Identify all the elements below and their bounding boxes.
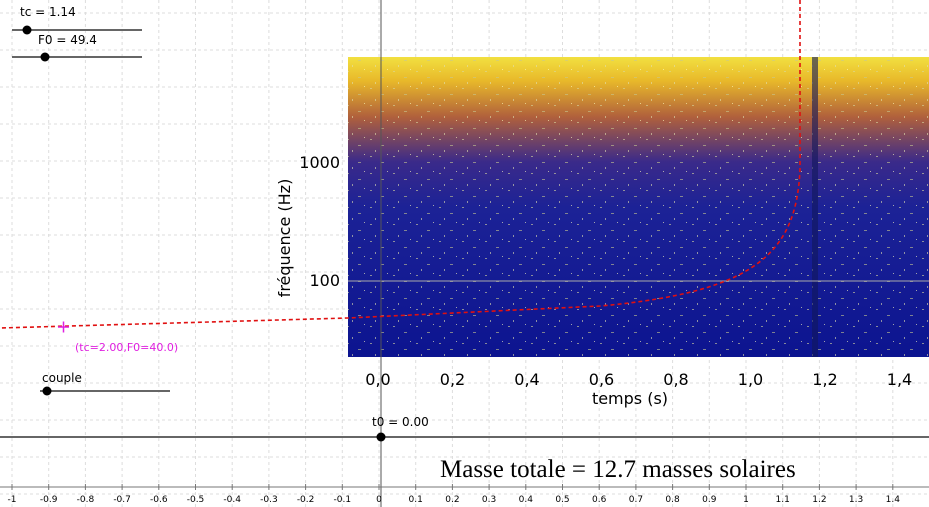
spec-x-tick: 0,4 xyxy=(514,370,539,389)
caption: Masse totale = 12.7 masses solaires xyxy=(440,456,796,483)
x-tick-label: 0.2 xyxy=(445,495,459,505)
spec-x-tick: 0,8 xyxy=(663,370,688,389)
spec-y-label: fréquence (Hz) xyxy=(275,179,294,298)
spec-x-tick: 0,2 xyxy=(440,370,465,389)
point-marker[interactable] xyxy=(58,321,69,333)
x-tick-label: 0.8 xyxy=(665,495,680,505)
spec-x-ticks: 0,0 0,2 0,4 0,6 0,8 1,0 1,2 1,4 xyxy=(365,370,912,389)
x-tick-label: -0.6 xyxy=(150,495,168,505)
x-tick-label: -0.7 xyxy=(113,495,131,505)
x-tick-label: 0.5 xyxy=(555,495,569,505)
x-tick-label: -0.2 xyxy=(297,495,315,505)
slider-handle[interactable] xyxy=(40,52,50,62)
slider-handle[interactable] xyxy=(376,432,386,442)
x-tick-label: -0.8 xyxy=(77,495,95,505)
x-tick-label: 1.2 xyxy=(812,495,826,505)
spec-x-tick: 1,4 xyxy=(887,370,912,389)
x-tick-label: -0.3 xyxy=(260,495,278,505)
spec-x-tick: 1,2 xyxy=(812,370,837,389)
spec-x-tick: 0,0 xyxy=(365,370,390,389)
x-tick-label: 0.7 xyxy=(629,495,643,505)
x-tick-label: 1 xyxy=(743,495,749,505)
x-tick-label: 0.9 xyxy=(702,495,717,505)
x-tick-label: 1.1 xyxy=(776,495,790,505)
x-tick-label: -0.5 xyxy=(187,495,205,505)
slider-label: t0 = 0.00 xyxy=(372,415,429,429)
spec-x-tick: 1,0 xyxy=(738,370,763,389)
spec-y-tick: 100 xyxy=(309,271,340,290)
spectrogram-noise xyxy=(348,57,929,357)
spec-y-tick: 1000 xyxy=(299,153,340,172)
x-tick-label: -1 xyxy=(8,495,17,505)
x-axis-ticks: -1 -0.9 -0.8 -0.7 -0.6 -0.5 -0.4 -0.3 -0.2 -0.1 0 0… xyxy=(8,484,901,505)
spec-x-tick: 0,6 xyxy=(589,370,614,389)
spectrogram-band xyxy=(812,57,818,357)
x-tick-label: 0.4 xyxy=(519,495,534,505)
slider-handle[interactable] xyxy=(42,386,52,396)
x-tick-label: -0.4 xyxy=(223,495,241,505)
x-tick-label: -0.9 xyxy=(40,495,58,505)
spec-x-label: temps (s) xyxy=(592,389,668,408)
slider-label: couple xyxy=(42,371,82,385)
x-tick-label: -0.1 xyxy=(334,495,352,505)
point-label: (tc=2.00,F0=40.0) xyxy=(75,341,178,354)
x-tick-label: 1.3 xyxy=(849,495,863,505)
x-tick-label: 0.3 xyxy=(482,495,496,505)
x-tick-label: 0.6 xyxy=(592,495,607,505)
chirp-curve xyxy=(0,0,801,329)
x-tick-label: 0 xyxy=(376,495,382,505)
x-tick-label: 1.4 xyxy=(886,495,901,505)
x-tick-label: 0.1 xyxy=(409,495,423,505)
slider-label: F0 = 49.4 xyxy=(38,33,97,47)
slider-label: tc = 1.14 xyxy=(20,5,76,19)
slider-handle[interactable] xyxy=(22,25,32,35)
